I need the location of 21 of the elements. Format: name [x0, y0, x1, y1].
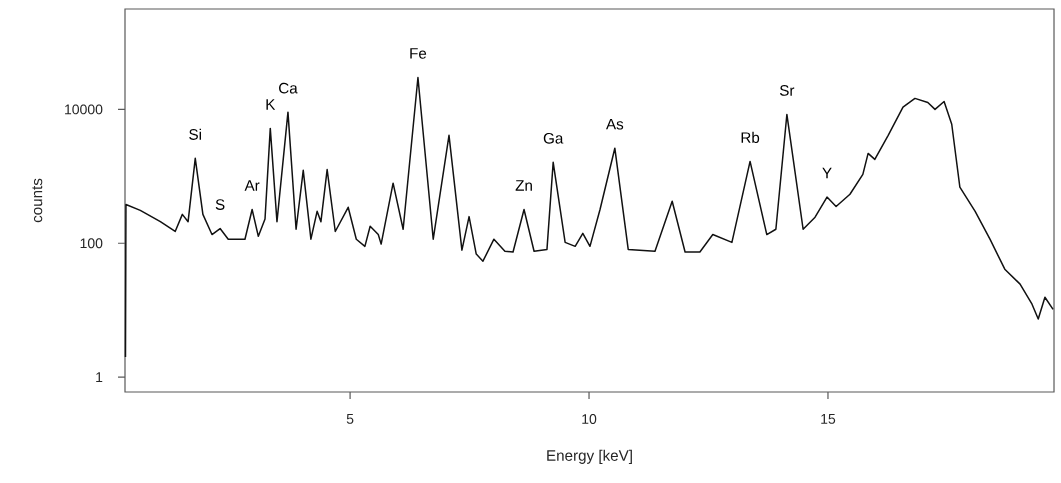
annotation: Ar — [244, 180, 260, 191]
annotation: Si — [189, 128, 201, 140]
annotation: S — [215, 199, 225, 210]
x-axis-title: Energy [keV] — [547, 449, 632, 464]
x-tick-label: 15 — [821, 414, 836, 424]
y-tick-label: 1 — [96, 372, 103, 382]
x-tick-label: 10 — [582, 414, 597, 424]
annotation: Ca — [279, 82, 298, 94]
annotation: K — [266, 99, 276, 110]
y-tick-label: 10000 — [65, 104, 103, 115]
annotation: Rb — [741, 131, 760, 144]
annotation: As — [605, 118, 624, 130]
y-tick-label: 100 — [80, 238, 103, 249]
annotation: Ga — [543, 132, 564, 144]
y-axis-title: counts — [32, 178, 43, 223]
annotation: Y — [822, 167, 832, 179]
annotation: Zn — [515, 180, 532, 191]
x-tick-label: 5 — [346, 414, 354, 424]
line-series — [124, 76, 1054, 358]
annotation: Fe — [410, 48, 427, 59]
annotation: Sr — [779, 85, 795, 96]
